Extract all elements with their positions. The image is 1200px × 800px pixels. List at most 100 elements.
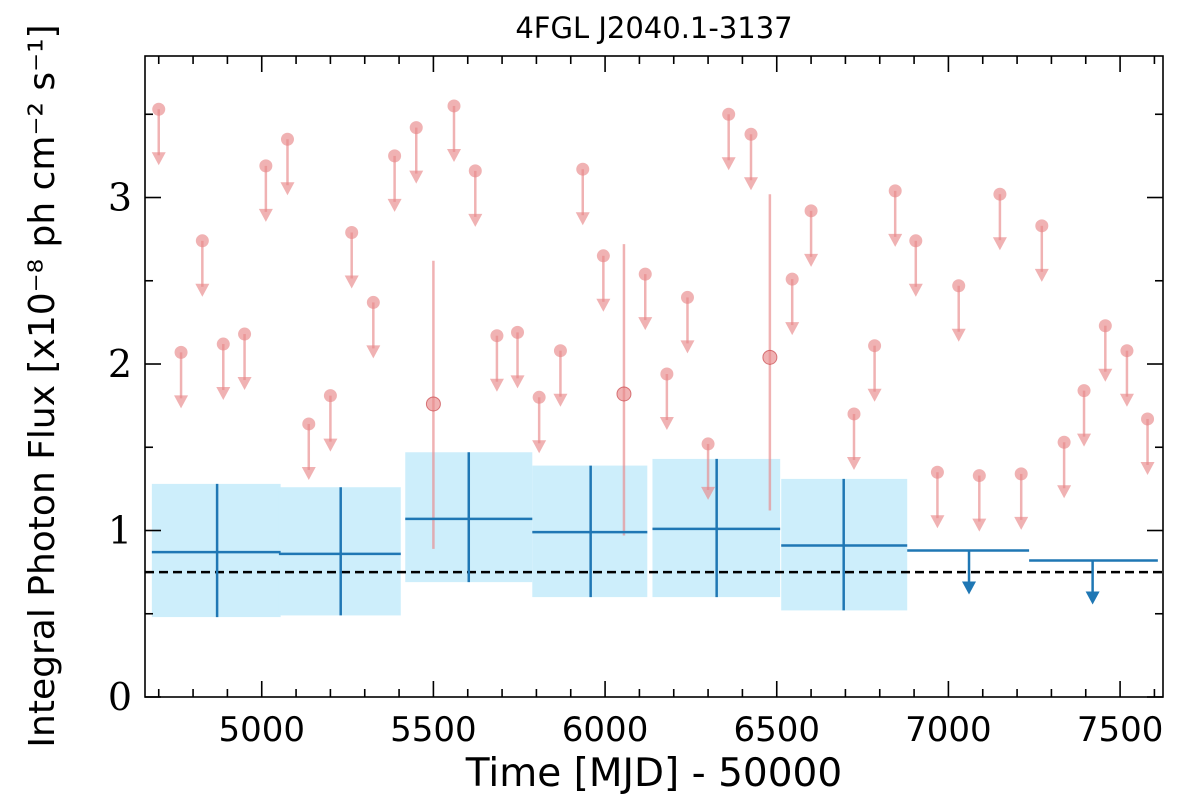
short-bin-upper-limit-arrowhead xyxy=(908,283,923,297)
short-bin-upper-limit-point xyxy=(152,102,166,116)
short-bin-upper-limit-arrowhead xyxy=(1034,268,1049,282)
short-bin-detection-point xyxy=(425,396,441,412)
short-bin-upper-limit-arrowhead xyxy=(553,393,568,407)
short-bin-upper-limit-arrowhead xyxy=(532,440,547,454)
short-bin-upper-limit-point xyxy=(511,325,525,339)
short-bin-upper-limit-point xyxy=(868,339,882,353)
short-bin-upper-limit-arrowhead xyxy=(1119,393,1134,407)
short-bin-upper-limit-point xyxy=(490,329,504,343)
x-tick-label: 7500 xyxy=(1077,710,1164,750)
short-bin-upper-limit-point xyxy=(174,345,188,359)
short-bin-upper-limit-point xyxy=(701,437,715,451)
short-bin-detection-point xyxy=(762,349,778,365)
y-tick-label: 3 xyxy=(108,176,132,220)
short-bin-upper-limit-arrowhead xyxy=(596,298,611,312)
x-tick-label: 6500 xyxy=(733,710,820,750)
long-bin-upper-limit-arrowhead xyxy=(1085,591,1100,605)
short-bin-upper-limit-point xyxy=(1014,467,1028,481)
short-bin-upper-limit-arrowhead xyxy=(468,213,483,227)
short-bin-upper-limit-point xyxy=(216,337,230,351)
short-bin-upper-limit-arrowhead xyxy=(867,388,882,402)
short-bin-upper-limit-arrowhead xyxy=(638,317,653,331)
short-bin-upper-limit-point xyxy=(785,272,799,286)
short-bin-upper-limit-point xyxy=(447,99,461,113)
y-tick-label: 1 xyxy=(108,509,132,553)
short-bin-upper-limit-arrowhead xyxy=(174,395,189,409)
short-bin-upper-limit-arrowhead xyxy=(237,377,252,391)
short-bin-upper-limit-point xyxy=(468,164,482,178)
short-bin-upper-limit-arrowhead xyxy=(301,466,316,480)
x-tick-label: 7000 xyxy=(905,710,992,750)
short-bin-upper-limit-arrowhead xyxy=(575,212,590,226)
x-tick-label: 6000 xyxy=(562,710,649,750)
short-bin-upper-limit-point xyxy=(195,234,209,248)
plot-frame xyxy=(144,55,1164,698)
short-bin-upper-limit-point xyxy=(804,204,818,218)
short-bin-upper-limit-point xyxy=(972,469,986,483)
short-bin-upper-limit-arrowhead xyxy=(409,170,424,184)
short-bin-upper-limit-arrowhead xyxy=(323,438,338,452)
short-bin-upper-limit-arrowhead xyxy=(1077,433,1092,447)
short-bin-upper-limit-point xyxy=(532,390,546,404)
short-bin-upper-limit-point xyxy=(993,187,1007,201)
short-bin-upper-limit-arrowhead xyxy=(489,378,504,392)
short-bin-upper-limit-arrowhead xyxy=(972,518,987,532)
short-bin-upper-limit-arrowhead xyxy=(701,486,716,500)
y-tick-label: 2 xyxy=(108,342,132,386)
short-bin-upper-limit-arrowhead xyxy=(721,157,736,171)
short-bin-upper-limit-point xyxy=(1120,344,1134,358)
short-bin-upper-limit-arrowhead xyxy=(804,253,819,267)
short-bin-upper-limit-arrowhead xyxy=(659,417,674,431)
short-bin-upper-limit-arrowhead xyxy=(1140,461,1155,475)
short-bin-upper-limit-point xyxy=(366,295,380,309)
short-bin-upper-limit-arrowhead xyxy=(344,275,359,289)
y-axis-label: Integral Photon Flux [x10⁻⁸ ph cm⁻² s⁻¹] xyxy=(22,24,63,747)
short-bin-upper-limit-point xyxy=(888,184,902,198)
short-bin-upper-limit-point xyxy=(1141,412,1155,426)
short-bin-upper-limit-point xyxy=(722,107,736,121)
short-bin-upper-limit-point xyxy=(596,249,610,263)
short-bin-upper-limit-point xyxy=(1057,435,1071,449)
short-bin-upper-limit-arrowhead xyxy=(510,375,525,389)
chart-title: 4FGL J2040.1-3137 xyxy=(515,11,792,45)
short-bin-upper-limit-point xyxy=(638,267,652,281)
short-bin-upper-limit-point xyxy=(909,234,923,248)
short-bin-upper-limit-point xyxy=(323,389,337,403)
short-bin-upper-limit-arrowhead xyxy=(387,198,402,212)
y-tick-label: 0 xyxy=(108,675,132,719)
short-bin-upper-limit-arrowhead xyxy=(743,177,758,191)
short-bin-upper-limit-arrowhead xyxy=(151,152,166,166)
plot-area xyxy=(145,99,1163,618)
short-bin-upper-limit-arrowhead xyxy=(888,233,903,247)
short-bin-upper-limit-point xyxy=(388,149,402,163)
x-tick-label: 5000 xyxy=(218,710,305,750)
short-bin-upper-limit-arrowhead xyxy=(930,515,945,529)
short-bin-upper-limit-point xyxy=(345,225,359,239)
axes: 5000 5500 6000 6500 7000 7500 0 1 2 3 xyxy=(108,55,1164,750)
short-bin-upper-limit-arrowhead xyxy=(1098,368,1113,382)
short-bin-upper-limit-arrowhead xyxy=(846,456,861,470)
short-bin-upper-limit-point xyxy=(1035,219,1049,233)
short-bin-upper-limit-point xyxy=(744,127,758,141)
short-bin-upper-limit-arrowhead xyxy=(366,345,381,359)
short-bin-upper-limit-point xyxy=(302,417,316,431)
short-bin-upper-limit-point xyxy=(259,159,273,173)
short-bin-upper-limit-point xyxy=(409,121,423,135)
short-bin-upper-limit-point xyxy=(280,132,294,146)
short-bin-upper-limit-point xyxy=(952,279,966,293)
short-bin-upper-limit-arrowhead xyxy=(785,322,800,336)
short-bin-upper-limit-point xyxy=(238,327,252,341)
x-axis-label: Time [MJD] - 50000 xyxy=(465,751,842,796)
short-bin-upper-limit-point xyxy=(660,367,674,381)
short-bin-upper-limit-point xyxy=(553,344,567,358)
short-bin-upper-limit-arrowhead xyxy=(216,387,231,401)
short-bin-upper-limit-point xyxy=(1098,319,1112,333)
short-bin-upper-limit-point xyxy=(1077,384,1091,398)
short-bin-detection-point xyxy=(616,386,632,402)
short-bin-upper-limit-point xyxy=(680,290,694,304)
short-bin-upper-limit-arrowhead xyxy=(280,182,295,196)
short-bin-upper-limit-arrowhead xyxy=(195,283,210,297)
short-bin-upper-limit-point xyxy=(847,407,861,421)
short-bin-upper-limit-arrowhead xyxy=(1057,485,1072,499)
